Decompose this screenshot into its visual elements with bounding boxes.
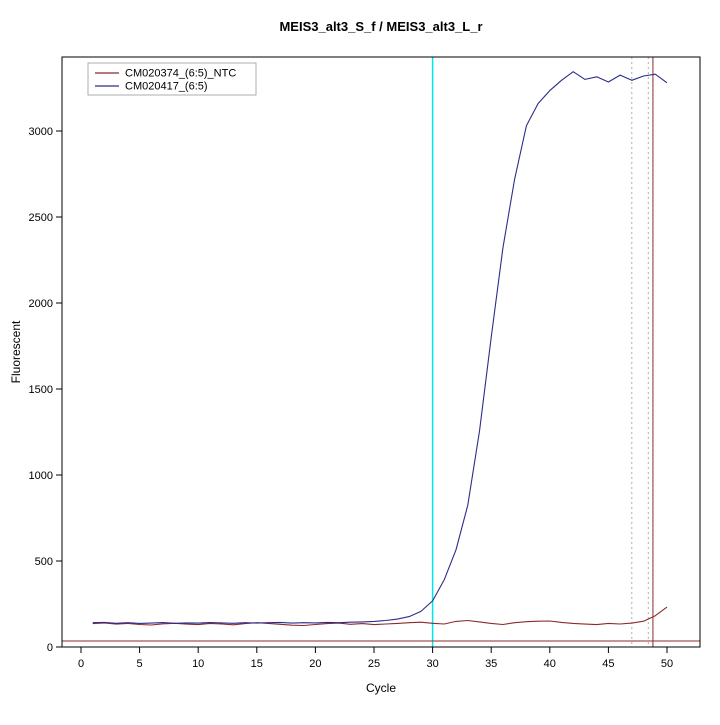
x-tick-label: 20	[309, 658, 321, 670]
x-tick-label: 45	[602, 658, 614, 670]
annotation-lines-layer	[62, 57, 700, 647]
legend-entry-label: CM020417_(6:5)	[125, 81, 208, 93]
series-line-1	[92, 71, 668, 624]
legend-box	[87, 62, 257, 96]
y-tick-label: 2000	[29, 298, 53, 310]
x-tick-label: 35	[485, 658, 497, 670]
x-axis-label: Cycle	[366, 681, 396, 695]
chart-title: MEIS3_alt3_S_f / MEIS3_alt3_L_r	[279, 19, 482, 34]
x-tick-label: 10	[192, 658, 204, 670]
y-tick-label: 500	[35, 556, 53, 568]
series-lines-layer	[92, 71, 668, 627]
x-tick-label: 15	[251, 658, 263, 670]
y-tick-label: 3000	[29, 126, 53, 138]
y-axis-label: Fluorescent	[9, 320, 23, 383]
y-tick-label: 1000	[29, 470, 53, 482]
x-tick-label: 5	[137, 658, 143, 670]
plot-border	[61, 56, 701, 648]
legend-entry-label: CM020374_(6:5)_NTC	[125, 68, 236, 80]
axis-ticks-layer: 0 5 10 15 20 25 30 35 40 45 5005001000150020002500…	[29, 126, 674, 670]
x-tick-label: 25	[368, 658, 380, 670]
y-tick-label: 1500	[29, 384, 53, 396]
x-tick-label: 40	[544, 658, 556, 670]
x-tick-label: 0	[78, 658, 84, 670]
x-tick-label: 50	[661, 658, 673, 670]
y-tick-label: 2500	[29, 212, 53, 224]
series-line-0	[92, 606, 668, 627]
y-tick-label: 0	[47, 642, 53, 654]
x-tick-label: 30	[426, 658, 438, 670]
